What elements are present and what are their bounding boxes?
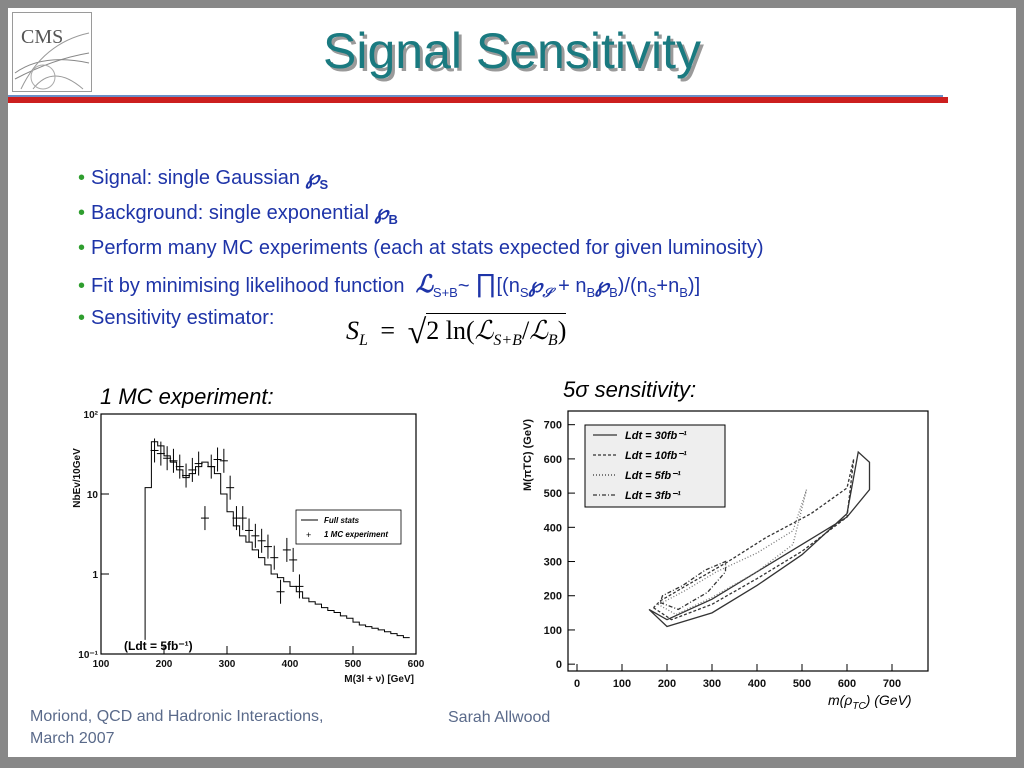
left-plot-caption: 1 MC experiment: (100, 384, 274, 409)
mc-point (226, 475, 235, 500)
bullet-mc: • Perform many MC experiments (each at st… (78, 237, 764, 259)
mc-point (150, 438, 159, 463)
left-y-tick-label: 10² (84, 410, 99, 421)
left-plot-frame (100, 413, 417, 655)
right-x-tick-label: 100 (613, 678, 631, 690)
mc-point (263, 534, 272, 559)
mc-point (213, 447, 222, 472)
right-y-tick-label: 0 (556, 659, 562, 671)
contour-solid (648, 450, 871, 628)
left-x-tick-label: 300 (219, 659, 236, 670)
right-y-tick-label: 600 (544, 454, 562, 466)
mc-point (276, 579, 285, 604)
left-x-tick-label: 200 (156, 659, 173, 670)
mc-point (245, 518, 254, 543)
mc-point (270, 545, 279, 570)
left-y-tick-label: 10⁻¹ (78, 650, 98, 661)
legend-mc-marker: + (306, 530, 311, 540)
mc-point (188, 457, 197, 482)
right-y-tick-label: 700 (544, 420, 562, 432)
right-x-label: m(ρTC) (GeV) (828, 692, 912, 712)
right-x-tick-label: 500 (793, 678, 811, 690)
left-legend-box (295, 509, 402, 545)
left-y-label: NbEv/10GeV (72, 448, 83, 508)
left-annotation: (Ldt = 5fb⁻¹) (124, 639, 193, 653)
legend-label: Ldt = 10fb⁻¹ (625, 450, 687, 462)
sensitivity-formula: SL = √2 ln(ℒS+B/ℒB) (346, 313, 567, 351)
title-rule-blue (8, 95, 943, 98)
legend-label: Ldt = 5fb⁻¹ (625, 470, 681, 482)
sensitivity-plot: M(πTC) (GeV) 0 100 200 300 400 500 600 700 0 100 2… (513, 403, 938, 695)
title-rule-red (8, 97, 948, 103)
right-x-tick-label: 400 (748, 678, 766, 690)
mc-point (163, 446, 172, 471)
mc-point (207, 454, 216, 479)
legend-label: Ldt = 3fb⁻¹ (625, 490, 681, 502)
mc-point (175, 454, 184, 479)
left-y-tick-label: 1 (92, 570, 98, 581)
bullet-likelihood: • Fit by minimising likelihood function ℒ… (78, 268, 701, 300)
right-y-tick-label: 400 (544, 522, 562, 534)
right-x-tick-label: 600 (838, 678, 856, 690)
series-full-stats (144, 441, 410, 640)
left-y-tick-label: 10 (87, 490, 99, 501)
mc-point (257, 528, 266, 553)
legend-label: Ldt = 30fb⁻¹ (625, 430, 687, 442)
footer-author: Sarah Allwood (448, 709, 551, 726)
contour-dashdot (659, 560, 727, 611)
bullet-list: • Signal: single Gaussian ℘S • Background:… (78, 163, 764, 338)
mc-point (238, 506, 247, 531)
footer-conference: Moriond, QCD and Hadronic Interactions, M… (30, 708, 324, 747)
right-legend-box (584, 424, 726, 508)
right-plot-caption: 5σ sensitivity: (563, 377, 697, 402)
right-x-tick-label: 200 (658, 678, 676, 690)
right-y-tick-label: 300 (544, 557, 562, 569)
contour-dashed (653, 458, 855, 621)
right-x-tick-label: 300 (703, 678, 721, 690)
right-x-tick-label: 0 (574, 678, 580, 690)
left-x-tick-label: 500 (345, 659, 362, 670)
contour-dotted (657, 489, 808, 616)
slide: CMS Signal Sensitivity • Signal: single G… (8, 8, 1016, 757)
mc-point (289, 547, 298, 572)
legend-mc-label: 1 MC experiment (324, 530, 388, 539)
left-x-tick-label: 600 (408, 659, 425, 670)
left-x-label: M(3l + ν) [GeV] (344, 674, 414, 685)
right-y-tick-label: 500 (544, 488, 562, 500)
bullet-background: • Background: single exponential ℘B (78, 202, 398, 227)
mc-point (169, 448, 178, 473)
right-x-tick-label: 700 (883, 678, 901, 690)
logo-text: CMS (21, 26, 63, 48)
mc-point (182, 463, 191, 488)
cms-logo: CMS (12, 12, 92, 92)
right-y-tick-label: 100 (544, 625, 562, 637)
mc-point (295, 574, 304, 599)
mc-point (194, 451, 203, 476)
mc-point (200, 506, 209, 531)
mc-point (156, 441, 165, 466)
bullet-estimator: • Sensitivity estimator: (78, 307, 275, 329)
mc-point (282, 537, 291, 562)
right-y-label: M(πTC) (GeV) (522, 419, 534, 491)
left-x-tick-label: 100 (93, 659, 110, 670)
bullet-signal: • Signal: single Gaussian ℘S (78, 167, 329, 192)
mc-experiment-plot: NbEv/10GeV M(3l + ν) [GeV] 100 200 300 400 5… (68, 408, 428, 688)
slide-title: Signal Sensitivity (323, 23, 701, 79)
left-x-tick-label: 400 (282, 659, 299, 670)
right-y-tick-label: 200 (544, 591, 562, 603)
mc-point (219, 448, 228, 473)
legend-fullstats-label: Full stats (324, 516, 360, 525)
right-plot-frame (567, 410, 929, 672)
mc-point (251, 523, 260, 548)
